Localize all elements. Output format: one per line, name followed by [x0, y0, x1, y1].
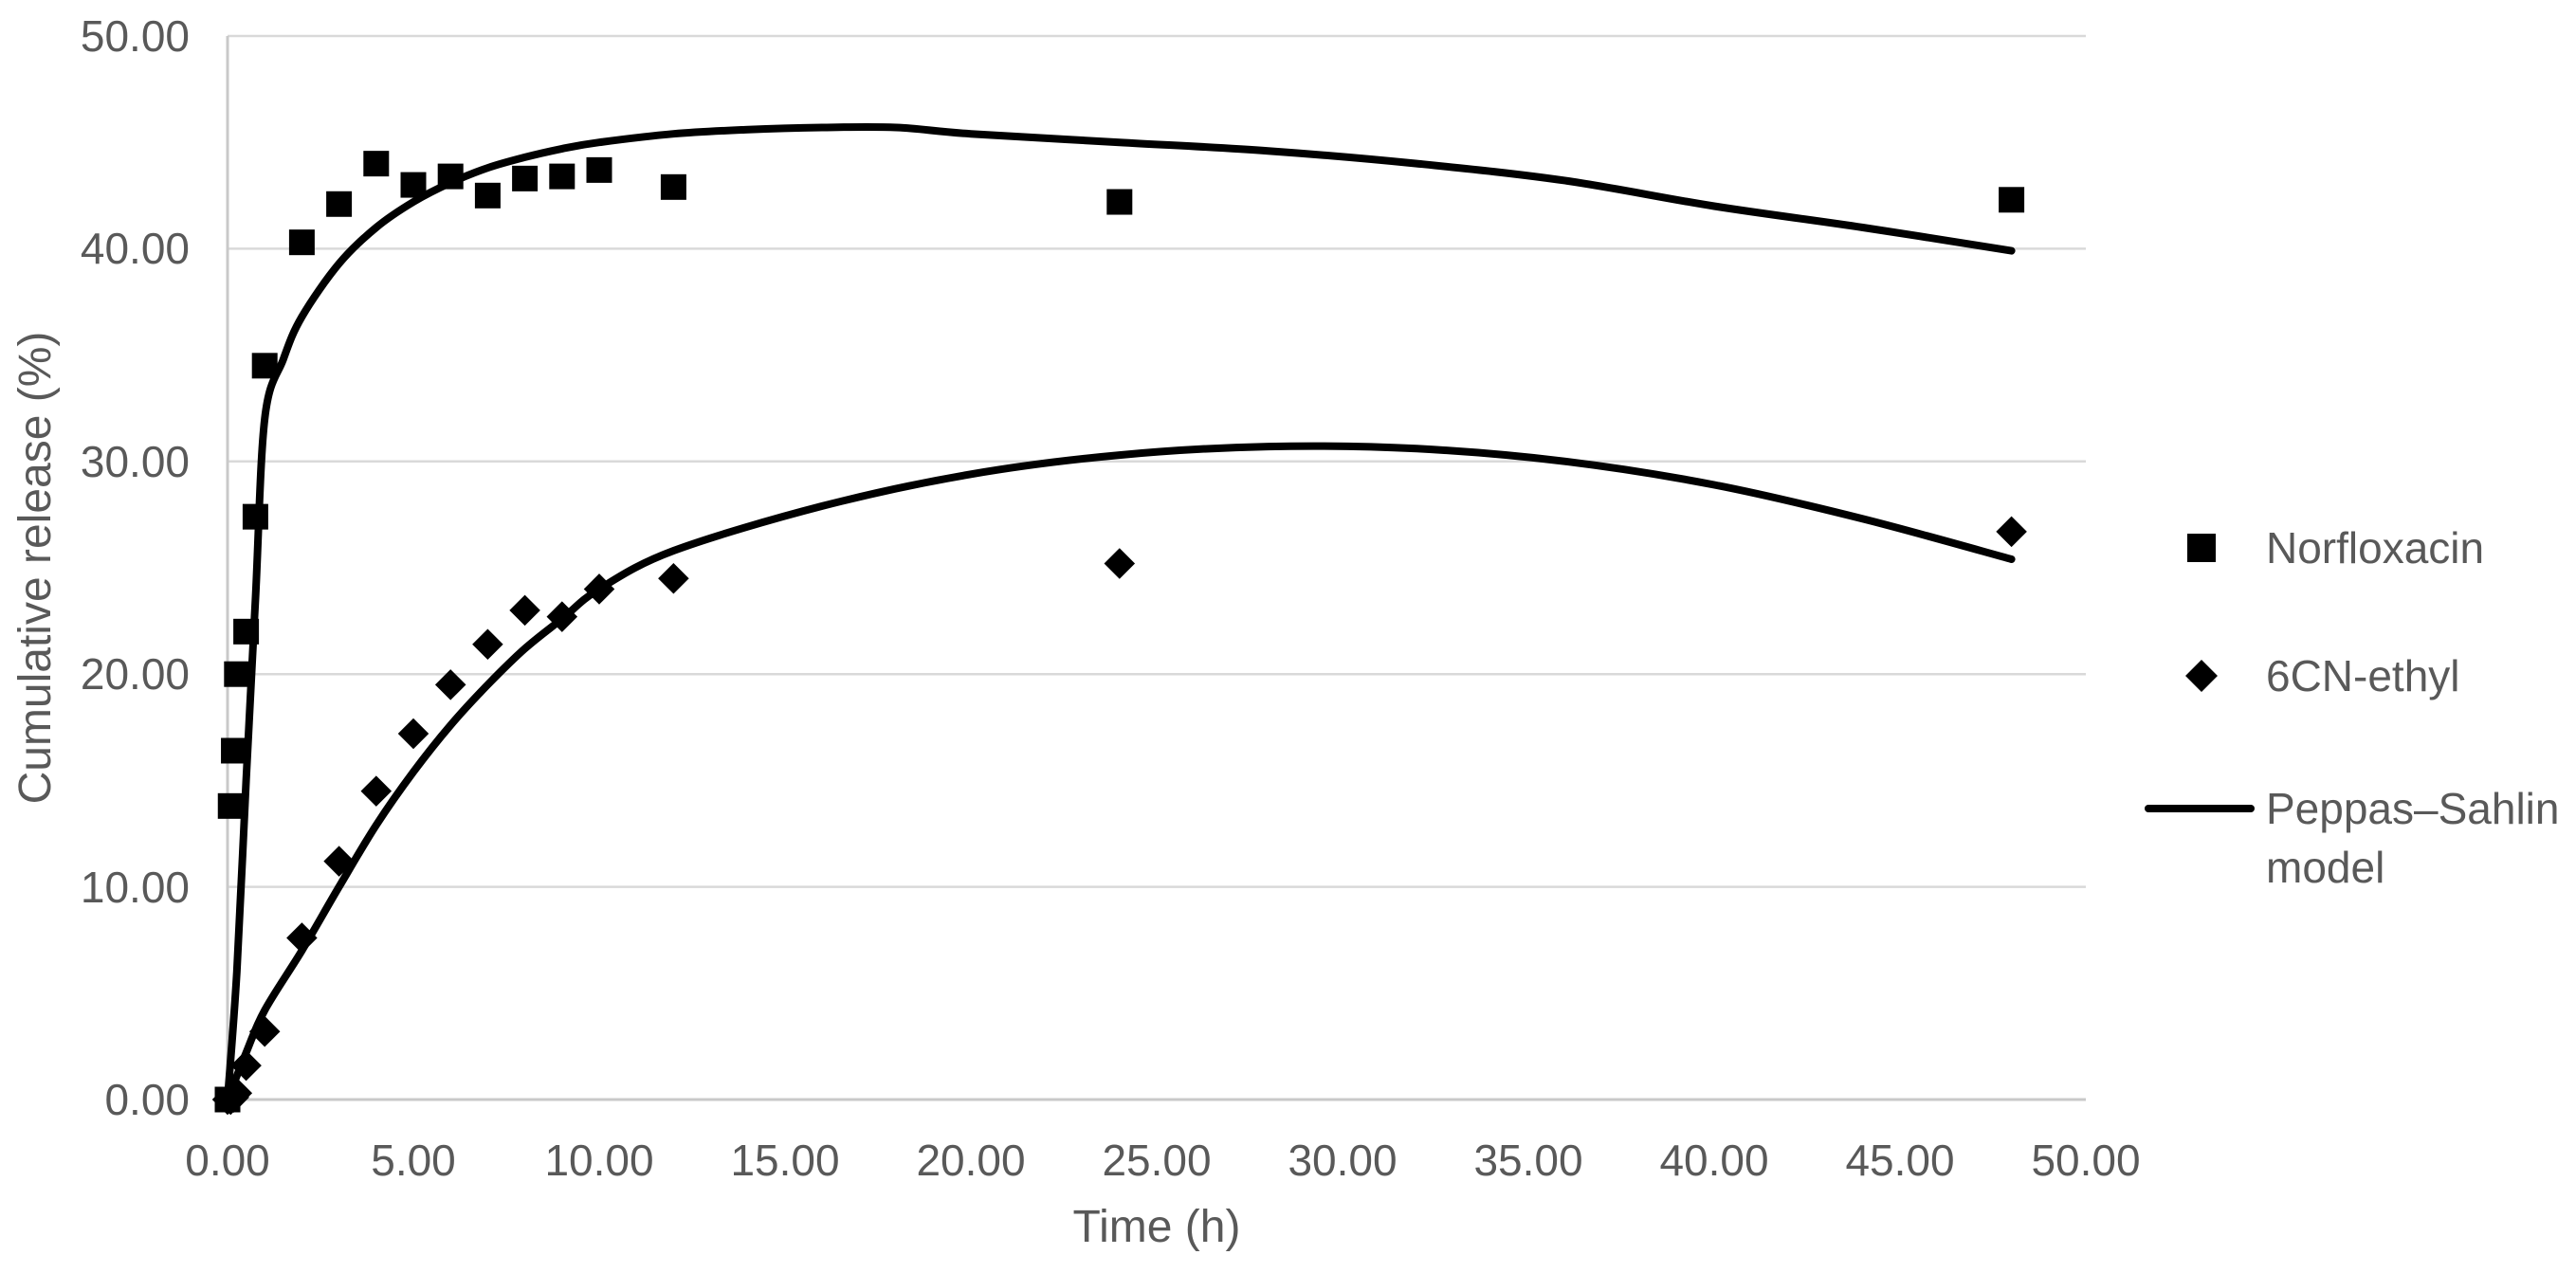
x-tick-label: 35.00 — [1473, 1136, 1583, 1185]
data-point-norfloxacin — [242, 503, 268, 530]
data-point-norfloxacin — [474, 182, 501, 209]
data-point-norfloxacin — [586, 156, 612, 183]
data-point-6cn-ethyl — [509, 594, 540, 627]
data-point-6cn-ethyl — [286, 922, 318, 954]
y-axis-title: Cumulative release (%) — [10, 331, 61, 805]
legend-label: Peppas–Sahlin model — [2266, 784, 2560, 892]
model-curve-norfloxacin — [224, 122, 2016, 1103]
data-point-6cn-ethyl — [397, 718, 429, 750]
data-point-6cn-ethyl — [546, 601, 578, 632]
diamond-marker-icon — [2185, 660, 2218, 692]
data-point-6cn-ethyl — [248, 1015, 281, 1047]
legend-label: 6CN-ethyl — [2266, 651, 2460, 700]
x-tick-label: 25.00 — [1102, 1136, 1212, 1185]
data-point-6cn-ethyl — [360, 775, 393, 807]
data-point-6cn-ethyl — [1104, 548, 1136, 579]
data-point-norfloxacin — [549, 163, 575, 190]
data-point-norfloxacin — [326, 191, 353, 217]
line-marker-icon — [2145, 805, 2255, 812]
data-point-norfloxacin — [363, 151, 390, 177]
x-tick-label: 40.00 — [1659, 1136, 1769, 1185]
y-tick-label: 30.00 — [80, 436, 190, 486]
data-point-norfloxacin — [1106, 189, 1133, 215]
data-point-norfloxacin — [221, 737, 247, 764]
x-tick-label: 5.00 — [371, 1136, 456, 1185]
x-tick-label: 0.00 — [185, 1136, 270, 1185]
data-point-6cn-ethyl — [221, 1078, 253, 1109]
data-point-6cn-ethyl — [434, 669, 466, 700]
y-tick-label: 10.00 — [80, 862, 190, 912]
data-point-norfloxacin — [233, 618, 260, 645]
x-axis-title: Time (h) — [1072, 1202, 1241, 1252]
data-point-norfloxacin — [251, 353, 278, 379]
data-point-6cn-ethyl — [583, 573, 615, 605]
data-point-norfloxacin — [400, 172, 427, 198]
data-point-6cn-ethyl — [230, 1049, 262, 1082]
x-tick-label: 45.00 — [1845, 1136, 1955, 1185]
data-point-norfloxacin — [512, 165, 539, 191]
y-tick-label: 20.00 — [80, 649, 190, 700]
data-point-6cn-ethyl — [658, 562, 689, 594]
legend-label: Norfloxacin — [2266, 523, 2485, 573]
y-tick-label: 0.00 — [104, 1075, 190, 1124]
y-tick-label: 50.00 — [80, 11, 190, 61]
data-point-norfloxacin — [1999, 187, 2025, 213]
square-marker-icon — [2187, 534, 2216, 562]
data-point-norfloxacin — [437, 163, 464, 190]
x-tick-label: 30.00 — [1288, 1136, 1398, 1185]
data-point-norfloxacin — [217, 792, 244, 819]
legend: Norfloxacin 6CN-ethyl Peppas–Sahlin mode… — [2138, 0, 2576, 1273]
data-point-6cn-ethyl — [323, 846, 355, 877]
data-point-norfloxacin — [660, 173, 686, 200]
data-point-6cn-ethyl — [472, 628, 503, 661]
data-point-norfloxacin — [224, 661, 250, 687]
data-point-norfloxacin — [288, 229, 315, 256]
model-curve-6cn-ethyl — [224, 442, 2016, 1103]
x-tick-label: 15.00 — [730, 1136, 840, 1185]
x-tick-label: 20.00 — [916, 1136, 1026, 1185]
y-tick-label: 40.00 — [80, 224, 190, 274]
data-point-6cn-ethyl — [1996, 516, 2027, 548]
x-tick-label: 50.00 — [2031, 1136, 2141, 1185]
x-tick-label: 10.00 — [544, 1136, 654, 1185]
